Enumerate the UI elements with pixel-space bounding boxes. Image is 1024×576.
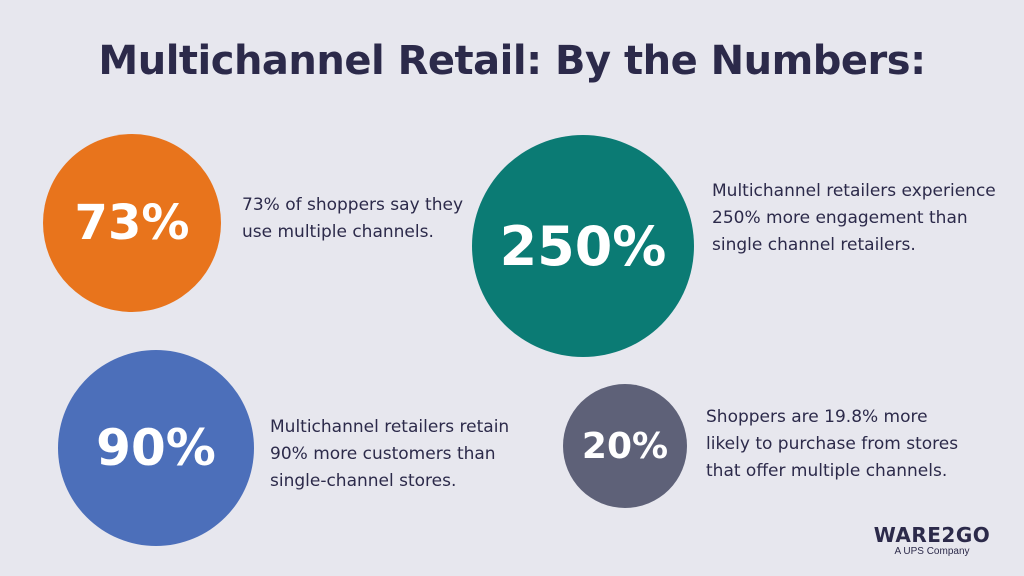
stat-circle-73: 73% xyxy=(43,134,221,312)
stat-value-250: 250% xyxy=(499,214,667,278)
stat-line: 73% of shoppers say they xyxy=(242,195,463,215)
ware2go-logo: WARE2GO A UPS Company xyxy=(862,524,1002,558)
stat-description-20: Shoppers are 19.8% more likely to purcha… xyxy=(706,404,958,485)
stat-line: single-channel stores. xyxy=(270,471,457,491)
stat-value-73: 73% xyxy=(74,195,190,251)
stat-description-90: Multichannel retailers retain 90% more c… xyxy=(270,414,509,495)
stat-line: likely to purchase from stores xyxy=(706,434,959,454)
stat-description-73: 73% of shoppers say they use multiple ch… xyxy=(242,192,463,246)
stat-line: that offer multiple channels. xyxy=(706,461,948,481)
stat-circle-20: 20% xyxy=(563,384,687,508)
stat-circle-90: 90% xyxy=(58,350,254,546)
stat-line: single channel retailers. xyxy=(712,235,916,255)
stat-line: Multichannel retailers experience xyxy=(712,181,996,201)
stat-line: 250% more engagement than xyxy=(712,208,968,228)
stat-line: Multichannel retailers retain xyxy=(270,417,510,437)
stat-description-250: Multichannel retailers experience 250% m… xyxy=(712,178,996,259)
stat-line: Shoppers are 19.8% more xyxy=(706,407,928,427)
stat-circle-250: 250% xyxy=(472,135,694,357)
stat-line: 90% more customers than xyxy=(270,444,496,464)
page-title: Multichannel Retail: By the Numbers: xyxy=(98,38,926,84)
logo-tagline: A UPS Company xyxy=(894,546,970,557)
stat-value-90: 90% xyxy=(96,419,216,477)
stat-line: use multiple channels. xyxy=(242,222,434,242)
logo-name: WARE2GO xyxy=(873,523,991,547)
stat-value-20: 20% xyxy=(581,425,669,467)
